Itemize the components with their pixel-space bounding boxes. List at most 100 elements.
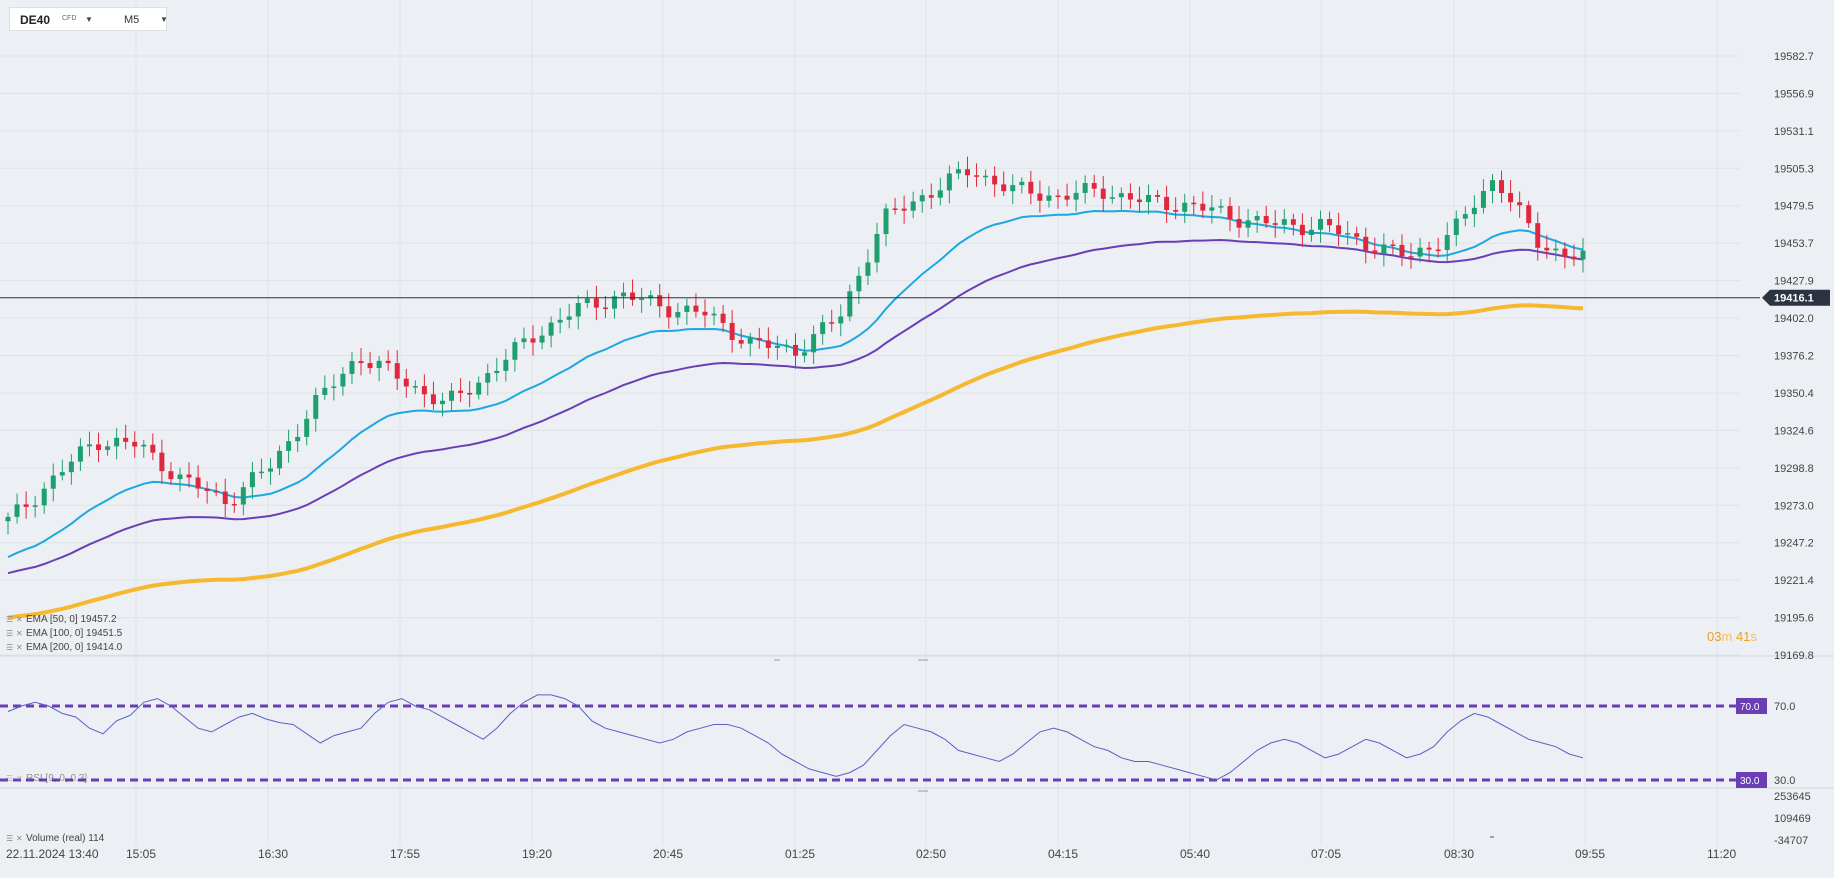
instrument-type: CFD — [62, 15, 77, 22]
symbol-name: DE40 — [20, 13, 51, 27]
candle-body — [964, 169, 970, 176]
candle-body — [1462, 214, 1468, 219]
ema100-legend[interactable]: ☰ ✕ EMA [100, 0] 19451.5 — [6, 628, 122, 639]
ema100-label: EMA [100, 0] 19451.5 — [26, 628, 123, 639]
rsi-legend[interactable]: ☰ ✕ RSI [9, 0, 0.3] — [6, 773, 87, 784]
chevron-down-icon[interactable]: ▼ — [160, 15, 168, 24]
candle-body — [1263, 215, 1269, 224]
candle-body — [1417, 247, 1423, 257]
time-tick-label: 15:05 — [126, 847, 156, 861]
close-icon[interactable]: ✕ — [16, 615, 23, 624]
candle-body — [1562, 248, 1568, 257]
candle-body — [611, 296, 617, 309]
time-tick-label: 01:25 — [785, 847, 815, 861]
candle-body — [458, 390, 464, 393]
candle-body — [430, 394, 436, 405]
close-icon[interactable]: ✕ — [16, 774, 23, 783]
candle-body — [874, 234, 880, 263]
candle-body — [1164, 196, 1170, 210]
candle-body — [1390, 244, 1396, 246]
candle-body — [720, 313, 726, 323]
candle-body — [1118, 193, 1124, 198]
settings-icon[interactable]: ☰ — [6, 615, 14, 624]
candle-body — [1444, 235, 1450, 250]
price-tick-label: 19582.7 — [1774, 51, 1814, 63]
candle-body — [1453, 218, 1459, 236]
close-icon[interactable]: ✕ — [16, 834, 23, 843]
candle-body — [648, 295, 654, 299]
candle-body — [1281, 219, 1287, 225]
candle-body — [1544, 247, 1550, 251]
time-tick-label: 19:20 — [522, 847, 552, 861]
candle-timer: 03m 41s — [1707, 629, 1757, 644]
price-tick-label: 19221.4 — [1774, 575, 1814, 587]
candle-body — [105, 446, 111, 450]
candle-body — [1182, 202, 1188, 212]
price-tick-label: 19427.9 — [1774, 276, 1814, 288]
settings-icon[interactable]: ☰ — [6, 834, 14, 843]
candle-body — [955, 169, 961, 174]
candle-body — [449, 390, 455, 401]
candle-body — [657, 295, 663, 307]
candle-body — [204, 488, 210, 492]
ema200-legend[interactable]: ☰ ✕ EMA [200, 0] 19414.0 — [6, 642, 122, 653]
candle-body — [1426, 247, 1432, 250]
candle-body — [476, 382, 482, 395]
candle-body — [177, 474, 183, 480]
candle-body — [349, 361, 355, 374]
candle-body — [1037, 193, 1043, 201]
symbol-selector[interactable]: DE40 CFD ▼ M5 ▼ — [9, 7, 168, 31]
candle-body — [213, 491, 219, 493]
candle-body — [86, 444, 92, 447]
timer-seconds: 41 — [1735, 629, 1751, 644]
settings-icon[interactable]: ☰ — [6, 629, 14, 638]
candle-body — [268, 468, 273, 472]
timeframe-selector[interactable]: M5 — [124, 14, 140, 26]
price-tick-label: 19505.3 — [1774, 163, 1814, 175]
candle-body — [738, 340, 744, 344]
candle-body — [1028, 181, 1034, 194]
rsi-level-tag — [1736, 772, 1767, 788]
candle-body — [1408, 256, 1414, 258]
settings-icon[interactable]: ☰ — [6, 643, 14, 652]
candle-body — [68, 461, 74, 473]
close-icon[interactable]: ✕ — [16, 643, 23, 652]
price-axis: 19582.7 19556.9 19531.1 19505.3 19479.5 19453… — [1774, 51, 1814, 662]
candle-body — [141, 444, 147, 447]
candle-body — [974, 175, 980, 177]
close-icon[interactable]: ✕ — [16, 629, 23, 638]
candle-body — [1109, 197, 1115, 199]
rsi-level-tag-label: 70.0 — [1740, 702, 1760, 713]
candle-body — [1553, 248, 1559, 251]
candle-body — [539, 335, 545, 343]
candle-body — [258, 471, 264, 474]
price-tick-label: 19556.9 — [1774, 88, 1814, 100]
chevron-down-icon[interactable]: ▼ — [85, 15, 93, 24]
candle-body — [1290, 219, 1296, 225]
candle-body — [1508, 193, 1514, 203]
candle-body — [485, 373, 491, 383]
candle-body — [1345, 233, 1351, 235]
candle-body — [919, 195, 925, 202]
candle-body — [186, 474, 192, 478]
candle-body — [1272, 223, 1278, 225]
chart-grid — [0, 0, 1740, 846]
ema50-legend[interactable]: ☰ ✕ EMA [50, 0] 19457.2 — [6, 614, 117, 625]
time-tick-label: 16:30 — [258, 847, 288, 861]
candle-body — [331, 386, 337, 388]
candle-body — [1073, 192, 1079, 200]
settings-icon[interactable]: ☰ — [6, 774, 14, 783]
candle-body — [1191, 202, 1197, 205]
volume-legend[interactable]: ☰ ✕ Volume (real) 114 — [6, 833, 104, 844]
candle-body — [159, 452, 165, 472]
candle-body — [1535, 223, 1541, 248]
candle-body — [910, 201, 916, 211]
candle-body — [1127, 193, 1133, 200]
candle-body — [1155, 194, 1161, 197]
candle-body — [575, 303, 581, 317]
candle-body — [675, 311, 681, 318]
candle-body — [602, 307, 608, 310]
rsi-tick-label: 70.0 — [1774, 701, 1795, 713]
time-tick-label: 08:30 — [1444, 847, 1474, 861]
